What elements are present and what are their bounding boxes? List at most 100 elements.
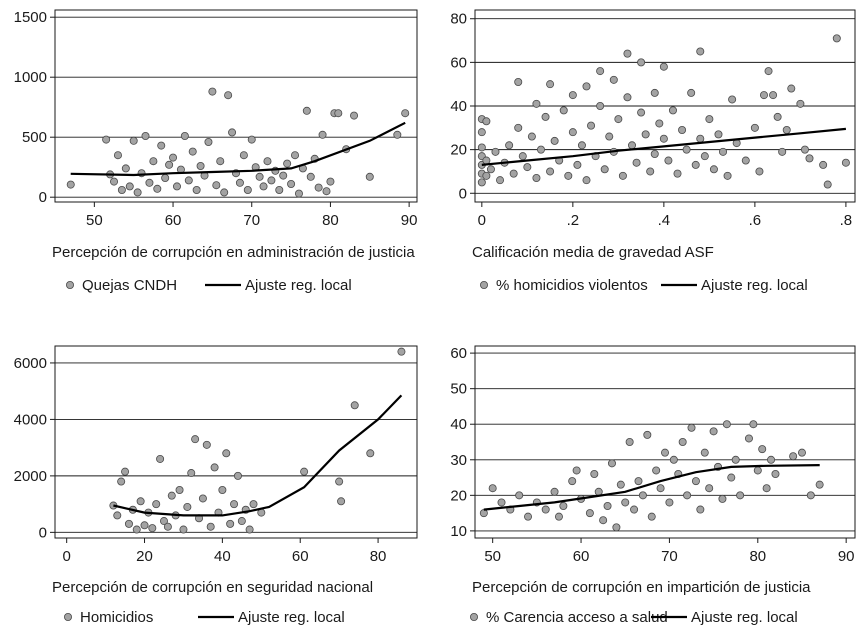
- chart2-data-point: [769, 91, 778, 100]
- chart2-data-point: [655, 119, 664, 128]
- chart3-data-point: [191, 435, 200, 444]
- chart4-data-point: [797, 448, 806, 457]
- chart2-data-point: [723, 171, 732, 180]
- chart2-legend-marker-points: [479, 280, 488, 289]
- chart4-data-point: [806, 491, 815, 500]
- chart1-data-point: [110, 177, 119, 186]
- chart3-xtick-label: 80: [370, 548, 387, 565]
- chart4-data-point: [590, 469, 599, 478]
- chart1-data-point: [235, 178, 244, 187]
- chart1-data-point: [326, 177, 335, 186]
- chart4-data-point: [652, 466, 661, 475]
- chart4-data-point: [744, 434, 753, 443]
- chart2-data-point: [568, 91, 577, 100]
- chart4-data-point: [771, 469, 780, 478]
- chart1-data-point: [180, 131, 189, 140]
- chart2-data-point: [509, 169, 518, 178]
- chart1-ytick-label: 1500: [14, 9, 47, 26]
- chart3-data-point: [113, 511, 122, 520]
- chart4-data-point: [572, 466, 581, 475]
- chart3-x-axis-title: Percepción de corrupción en seguridad na…: [52, 579, 373, 596]
- chart1-data-point: [224, 91, 233, 100]
- chart1-data-point: [220, 188, 229, 197]
- chart2-legend-label-points: % homicidios violentos: [496, 277, 648, 294]
- chart4-data-point: [559, 501, 568, 510]
- chart2-data-point: [691, 160, 700, 169]
- chart3-xtick-label: 60: [292, 548, 309, 565]
- chart4-data-point: [550, 487, 559, 496]
- chart4-data-point: [612, 523, 621, 532]
- chart2-data-point: [559, 106, 568, 115]
- chart2-data-point: [673, 169, 682, 178]
- chart1-xtick-label: 50: [86, 212, 103, 229]
- chart4-data-point: [736, 491, 745, 500]
- chart2-data-point: [696, 47, 705, 56]
- chart2-data-point: [832, 34, 841, 43]
- chart3-fit-line: [113, 394, 403, 517]
- chart4-data-point: [643, 430, 652, 439]
- chart3-data-point: [222, 449, 231, 458]
- chart3-data-point: [179, 525, 188, 534]
- chart2-data-point: [546, 80, 555, 89]
- chart2-data-point: [477, 178, 486, 187]
- chart1-legend-label-points: Quejas CNDH: [82, 277, 177, 294]
- chart1-data-point: [161, 173, 170, 182]
- chart4-data-point: [603, 501, 612, 510]
- chart2-data-point: [637, 58, 646, 67]
- chart1-data-point: [212, 181, 221, 190]
- chart4-data-point: [687, 423, 696, 432]
- chart2-ytick-label: 60: [450, 54, 467, 71]
- chart2-xtick-label: .2: [567, 212, 580, 229]
- chart1-xtick-label: 80: [322, 212, 339, 229]
- chart2-data-point: [841, 158, 850, 167]
- chart4-data-point: [607, 459, 616, 468]
- chart2-data-point: [623, 93, 632, 102]
- chart2-data-point: [741, 156, 750, 165]
- chart4-xtick-label: 50: [484, 548, 501, 565]
- chart2-data-point: [541, 112, 550, 121]
- chart3-data-point: [148, 524, 157, 533]
- chart3-data-point: [152, 500, 161, 509]
- chart2-ytick-label: 40: [450, 98, 467, 115]
- chart1-data-point: [306, 172, 315, 181]
- chart3-data-point: [350, 401, 359, 410]
- chart3-data-point: [163, 522, 172, 531]
- chart4-data-point: [722, 420, 731, 429]
- chart3-legend-label-points: Homicidios: [80, 609, 153, 626]
- chart4-xtick-label: 80: [749, 548, 766, 565]
- chart1-data-point: [66, 180, 75, 189]
- chart1-data-point: [283, 159, 292, 168]
- chart3-data-point: [136, 497, 145, 506]
- chart1-data-point: [165, 160, 174, 169]
- chart2-data-point: [596, 67, 605, 76]
- chart1-data-point: [192, 185, 201, 194]
- chart1-fit-line: [70, 121, 406, 177]
- chart3-data-point: [124, 519, 133, 528]
- chart2-data-point: [514, 78, 523, 87]
- chart2-data-point: [714, 130, 723, 139]
- chart1-data-point: [121, 164, 130, 173]
- chart1-data-point: [157, 141, 166, 150]
- chart1-data-point: [279, 171, 288, 180]
- chart4-xtick-label: 70: [661, 548, 678, 565]
- chart4-legend-marker-points: [469, 613, 478, 622]
- chart3-data-point: [167, 491, 176, 500]
- chart2-ytick-label: 0: [459, 185, 467, 202]
- chart4-data-point: [691, 477, 700, 486]
- chart2-fit-line: [481, 127, 847, 166]
- chart1-data-point: [350, 111, 359, 120]
- chart2-data-point: [618, 171, 627, 180]
- chart1-x-axis-title: Percepción de corrupción en administraci…: [52, 244, 415, 261]
- chart1-data-point: [228, 128, 237, 137]
- chart2-data-point: [491, 147, 500, 156]
- chart3-ytick-label: 4000: [14, 411, 47, 428]
- chart2-data-point: [700, 152, 709, 161]
- chart4-data-point: [767, 455, 776, 464]
- chart4-data-point: [815, 480, 824, 489]
- chart3-data-point: [198, 494, 207, 503]
- chart1-data-point: [208, 87, 217, 96]
- chart3-data-point: [226, 519, 235, 528]
- chart2-data-point: [527, 132, 536, 141]
- chart3-data-point: [335, 477, 344, 486]
- chart3-data-point: [230, 500, 239, 509]
